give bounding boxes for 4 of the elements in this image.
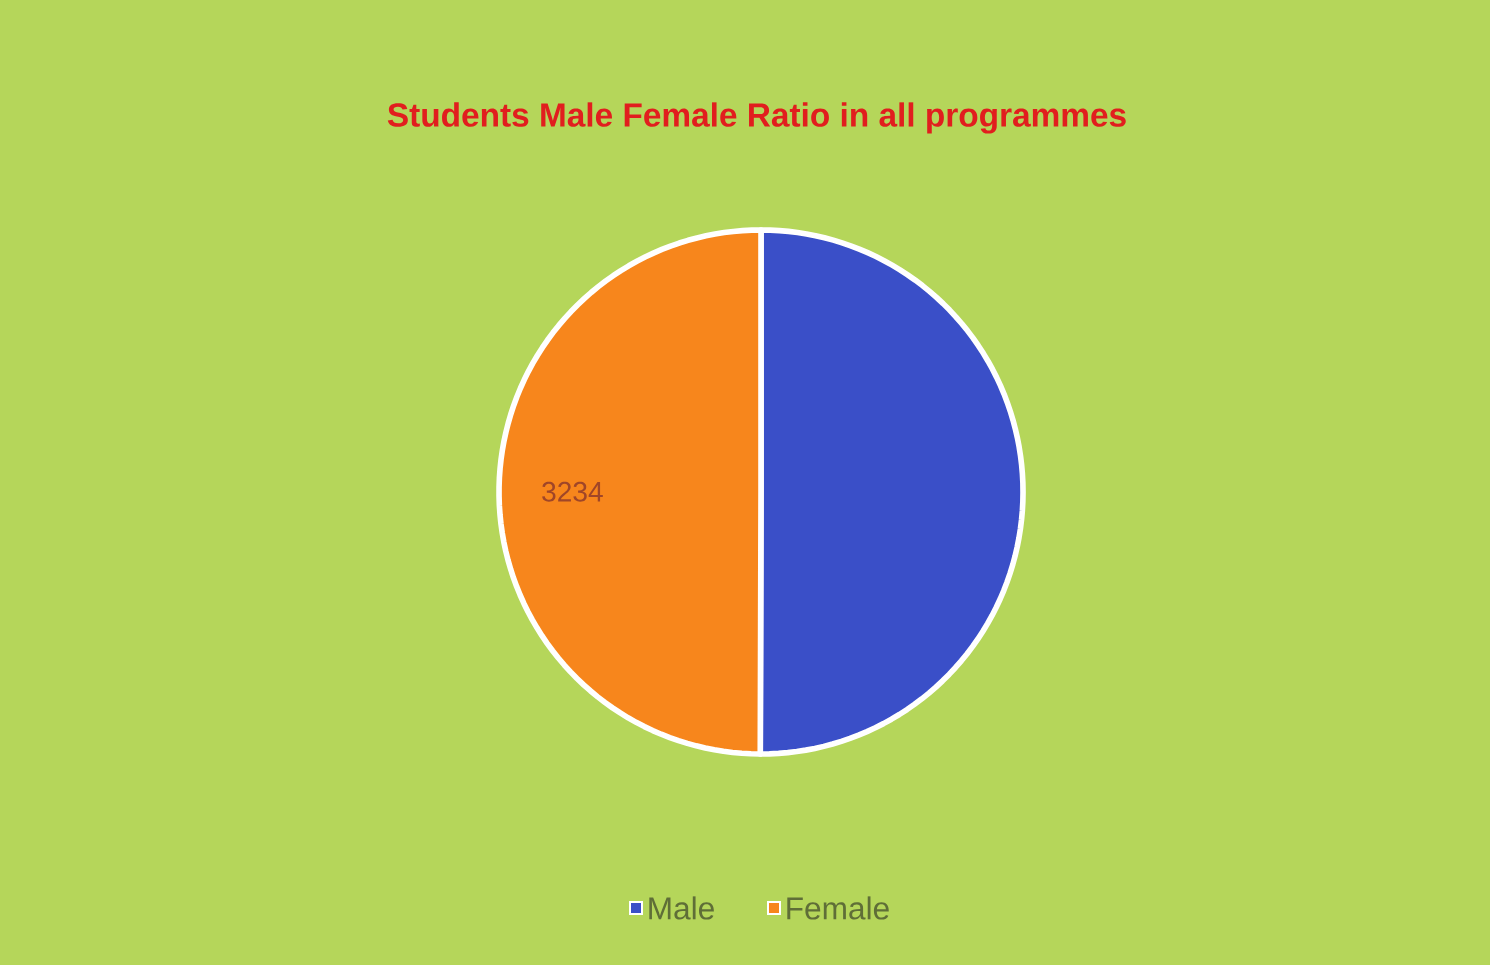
data-label: 3234 <box>542 481 603 502</box>
chart-title: Students Male Female Ratio in all programmes <box>387 102 1126 134</box>
legend-label: Female <box>787 896 889 920</box>
legend-label: Male <box>649 896 714 920</box>
